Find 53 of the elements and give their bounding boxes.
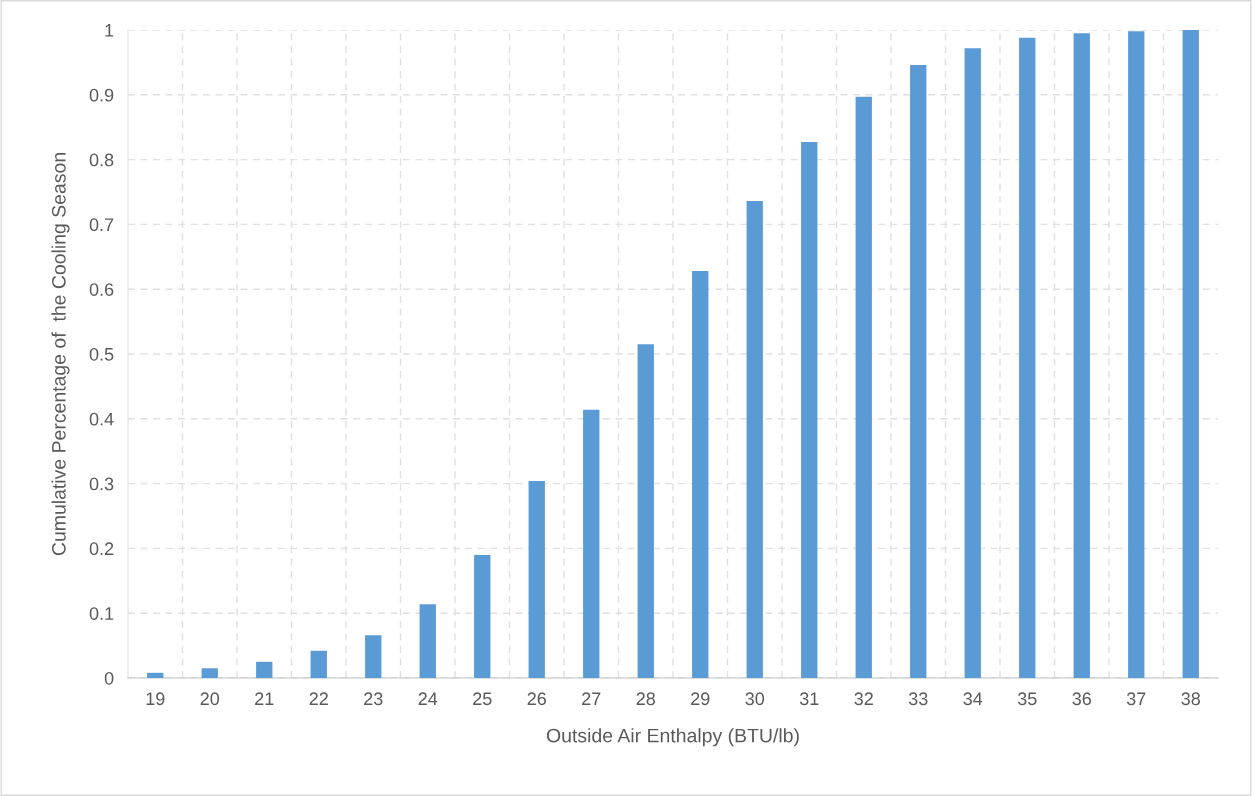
- x-tick-label: 35: [1017, 692, 1037, 706]
- bar: [201, 668, 218, 678]
- bar: [801, 142, 818, 678]
- y-tick-label: 0.2: [89, 542, 114, 556]
- x-tick-label: 22: [309, 692, 328, 705]
- y-tick-label: 0.6: [89, 283, 114, 296]
- bar: [310, 650, 327, 678]
- x-tick-label: 28: [636, 692, 656, 706]
- y-tick-label: 0.8: [89, 153, 114, 167]
- bar: [583, 409, 600, 678]
- x-tick-label: 34: [963, 692, 983, 706]
- y-tick-label: 0.3: [89, 477, 114, 491]
- bar: [1182, 30, 1199, 678]
- bar: [855, 96, 872, 678]
- bar: [1019, 37, 1036, 678]
- x-tick-label: 33: [908, 692, 928, 706]
- bar: [528, 481, 545, 678]
- y-tick-label: 0.5: [89, 347, 114, 361]
- x-tick-label: 27: [582, 692, 601, 705]
- y-tick-label: 1: [105, 24, 114, 37]
- bar: [419, 604, 436, 678]
- x-tick-label: 38: [1181, 692, 1201, 706]
- x-tick-label: 32: [854, 692, 873, 706]
- x-tick-label: 36: [1072, 692, 1091, 706]
- x-tick-label: 31: [799, 692, 819, 706]
- y-tick-label: 0: [104, 671, 114, 685]
- bar: [365, 635, 382, 678]
- y-axis-title: Cumulative Percentage of the Cooling Season: [51, 153, 70, 556]
- bar: [474, 554, 491, 678]
- bar: [256, 661, 273, 678]
- y-tick-label: 0.9: [89, 88, 114, 102]
- bar: [692, 271, 709, 678]
- x-tick-label: 20: [200, 692, 220, 706]
- bar: [1073, 33, 1090, 678]
- y-tick-label: 0.7: [89, 218, 114, 232]
- x-tick-label: 24: [418, 692, 438, 705]
- y-tick-label: 0.4: [89, 412, 114, 426]
- x-tick-label: 23: [364, 692, 383, 706]
- x-tick-label: 25: [473, 692, 492, 706]
- bar: [746, 201, 763, 678]
- bar: [910, 64, 927, 678]
- bar: [147, 672, 164, 678]
- x-tick-label: 19: [146, 692, 165, 706]
- x-tick-label: 29: [691, 692, 710, 706]
- bar: [1128, 31, 1145, 678]
- x-tick-label: 26: [527, 692, 546, 706]
- x-axis-title: Outside Air Enthalpy (BTU/lb): [546, 728, 799, 747]
- x-tick-label: 37: [1126, 692, 1146, 706]
- y-tick-label: 0.1: [89, 607, 114, 620]
- bar: [964, 48, 981, 678]
- x-tick-label: 30: [745, 692, 765, 706]
- x-tick-label: 21: [255, 692, 274, 705]
- bar: [637, 344, 654, 678]
